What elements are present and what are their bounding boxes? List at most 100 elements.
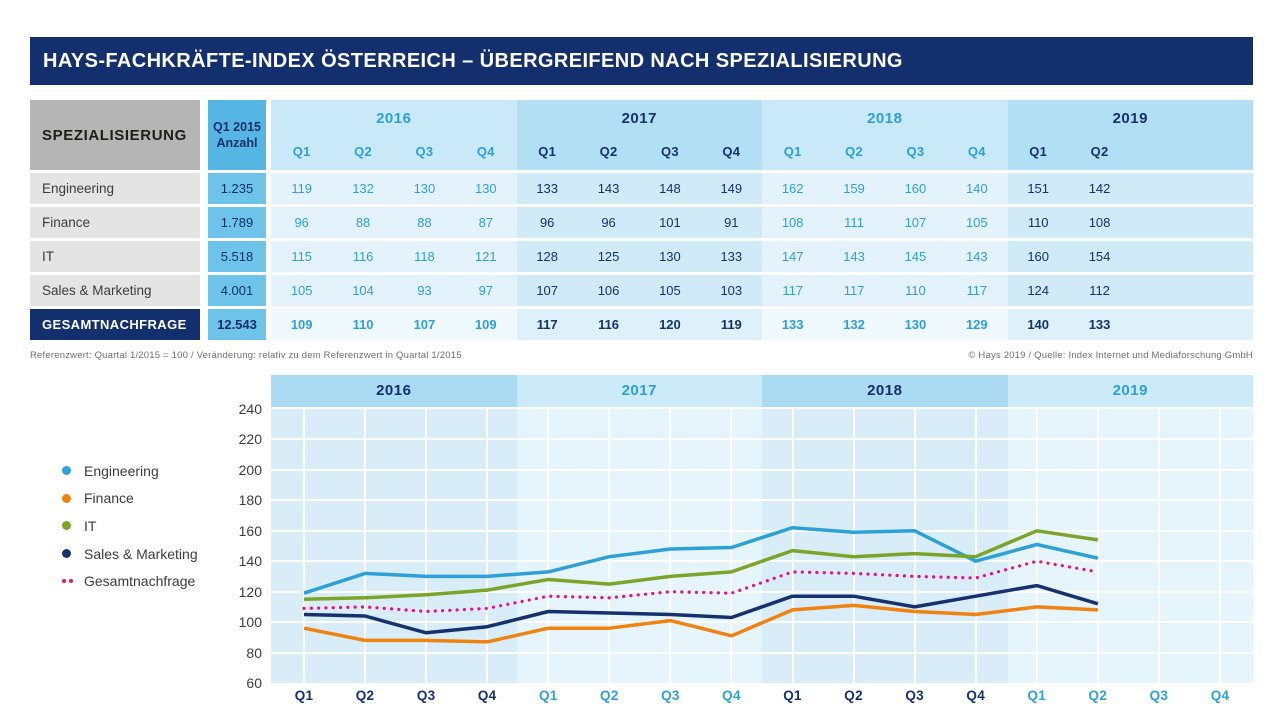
table-cell bbox=[1192, 241, 1253, 272]
table-cell: 107 bbox=[536, 283, 559, 298]
x-tick: Q4 bbox=[966, 688, 986, 703]
column-gap bbox=[200, 100, 208, 170]
y-tick: 60 bbox=[246, 675, 262, 691]
anzahl-value: 4.001 bbox=[208, 275, 266, 306]
table-cell: 115 bbox=[291, 249, 313, 264]
horizontal-gridline bbox=[271, 590, 1253, 593]
chart-year-band-2019: 2019 bbox=[1007, 375, 1253, 407]
table-cell: 103 bbox=[720, 283, 743, 298]
table-cell: 106 bbox=[597, 283, 620, 298]
quarter-header-row: Q1 Q2 Q3 Q4 bbox=[271, 137, 517, 170]
table-cell: 130 bbox=[904, 317, 927, 332]
table-cell: 162 bbox=[781, 181, 804, 196]
legend-label: Gesamtnachfrage bbox=[84, 573, 196, 590]
legend-marker-icon bbox=[62, 579, 84, 584]
chart-x-axis: Q1 Q2 Q3 Q4 Q1 Q2 Q3 Q4 Q1 Q2 Q3 Q4 Q1 Q2 Q3 Q4 bbox=[271, 688, 1253, 706]
x-tick: Q1 bbox=[538, 688, 558, 703]
vertical-gridline bbox=[364, 409, 367, 683]
anzahl-header-line2: Anzahl bbox=[216, 136, 258, 150]
vertical-gridline bbox=[974, 409, 977, 683]
y-tick: 220 bbox=[238, 431, 262, 448]
series-line-it bbox=[303, 529, 1099, 602]
table-cell bbox=[1130, 309, 1191, 340]
table-cell bbox=[1130, 275, 1191, 306]
quarter-label: Q2 bbox=[845, 144, 864, 159]
table-cell: 117 bbox=[843, 283, 865, 298]
table-cell: 97 bbox=[478, 283, 494, 298]
footnote-copyright: © Hays 2019 / Quelle: Index Internet und… bbox=[968, 350, 1253, 361]
table-cell: 105 bbox=[659, 283, 681, 298]
table-cell: 129 bbox=[965, 317, 988, 332]
table-cell: 105 bbox=[965, 215, 988, 230]
table-cell: 117 bbox=[782, 283, 804, 298]
table-cell: 143 bbox=[597, 181, 620, 196]
table-cell: 101 bbox=[659, 215, 681, 230]
chart-series-layer bbox=[302, 525, 1100, 644]
vertical-gridline bbox=[852, 409, 855, 683]
chart-y-axis: 240 220 200 180 160 140 120 100 80 60 bbox=[180, 401, 262, 691]
table-cell: 132 bbox=[843, 317, 865, 332]
y-tick: 200 bbox=[238, 461, 262, 478]
legend-label: IT bbox=[84, 517, 97, 534]
anzahl-value: 12.543 bbox=[208, 309, 266, 340]
row-year-section: 140 133 bbox=[1007, 309, 1253, 340]
legend-dot-icon bbox=[62, 521, 71, 531]
legend-marker-icon bbox=[62, 549, 84, 559]
table-cell: 133 bbox=[1088, 317, 1111, 332]
x-tick: Q3 bbox=[661, 688, 680, 703]
row-label: IT bbox=[30, 241, 200, 272]
title-bar: HAYS-FACHKRÄFTE-INDEX ÖSTERREICH – ÜBERG… bbox=[30, 37, 1253, 85]
table-cell: 145 bbox=[904, 249, 927, 264]
y-tick: 80 bbox=[246, 644, 262, 661]
table-cell: 110 bbox=[905, 283, 926, 298]
vertical-gridline bbox=[791, 409, 794, 683]
row-year-section: 147 143 145 143 bbox=[762, 241, 1008, 272]
table-cell: 118 bbox=[414, 249, 435, 264]
table-cell: 108 bbox=[1088, 215, 1111, 230]
anzahl-header-line1: Q1 2015 bbox=[213, 120, 261, 134]
y-tick: 100 bbox=[238, 614, 262, 631]
table-cell bbox=[1192, 173, 1253, 204]
table-cell: 143 bbox=[843, 249, 865, 264]
table-row: GESAMTNACHFRAGE 12.543 109 110 107 109 117 116 1… bbox=[30, 309, 1253, 340]
row-year-section: 160 154 bbox=[1007, 241, 1253, 272]
quarter-label bbox=[1130, 137, 1191, 170]
series-line-gesamtnachfrage bbox=[302, 559, 1100, 614]
quarter-label: Q1 bbox=[783, 144, 802, 159]
quarter-label: Q2 bbox=[354, 144, 373, 159]
x-tick: Q3 bbox=[905, 688, 924, 703]
table-cell: 128 bbox=[536, 249, 559, 264]
x-tick: Q3 bbox=[1149, 688, 1169, 703]
table-cell: 148 bbox=[659, 181, 681, 196]
table-cell: 109 bbox=[474, 317, 497, 332]
chart-legend: Engineering Finance IT Sales & Marketing Ges… bbox=[62, 457, 198, 595]
y-tick: 120 bbox=[238, 583, 262, 600]
quarter-label bbox=[1192, 137, 1253, 170]
table-cell: 154 bbox=[1088, 249, 1111, 264]
table-cell: 130 bbox=[413, 181, 436, 196]
legend-item: Engineering bbox=[62, 457, 198, 485]
legend-label: Sales & Marketing bbox=[84, 545, 198, 562]
row-values: 105 104 93 97 107 106 105 103 117 117 110 117 124 112 bbox=[271, 275, 1253, 306]
table-cell: 120 bbox=[659, 317, 681, 332]
quarter-label: Q3 bbox=[660, 144, 679, 159]
row-year-section: 109 110 107 109 bbox=[271, 309, 517, 340]
chart-year-band-2016: 2016 bbox=[271, 375, 517, 407]
table-cell: 117 bbox=[536, 317, 558, 332]
table-cell: 160 bbox=[1027, 249, 1050, 264]
row-year-section: 117 117 110 117 bbox=[762, 275, 1008, 306]
table-row: Sales & Marketing 4.001 105 104 93 97 107 106 10… bbox=[30, 275, 1253, 306]
anzahl-value: 1.789 bbox=[208, 207, 266, 238]
chart-plot-area bbox=[271, 409, 1253, 683]
table-cell: 88 bbox=[417, 215, 432, 230]
table-cell: 110 bbox=[352, 317, 374, 332]
legend-dot-icon bbox=[62, 549, 71, 559]
table-cell: 104 bbox=[352, 283, 374, 298]
row-year-section: 115 116 118 121 bbox=[271, 241, 517, 272]
table-cell: 125 bbox=[597, 249, 620, 264]
anzahl-value: 5.518 bbox=[208, 241, 266, 272]
year-label: 2017 bbox=[621, 110, 657, 127]
x-tick: Q1 bbox=[1027, 688, 1047, 703]
legend-dot-icon bbox=[62, 466, 71, 476]
row-year-section: 119 132 130 130 bbox=[271, 173, 517, 204]
